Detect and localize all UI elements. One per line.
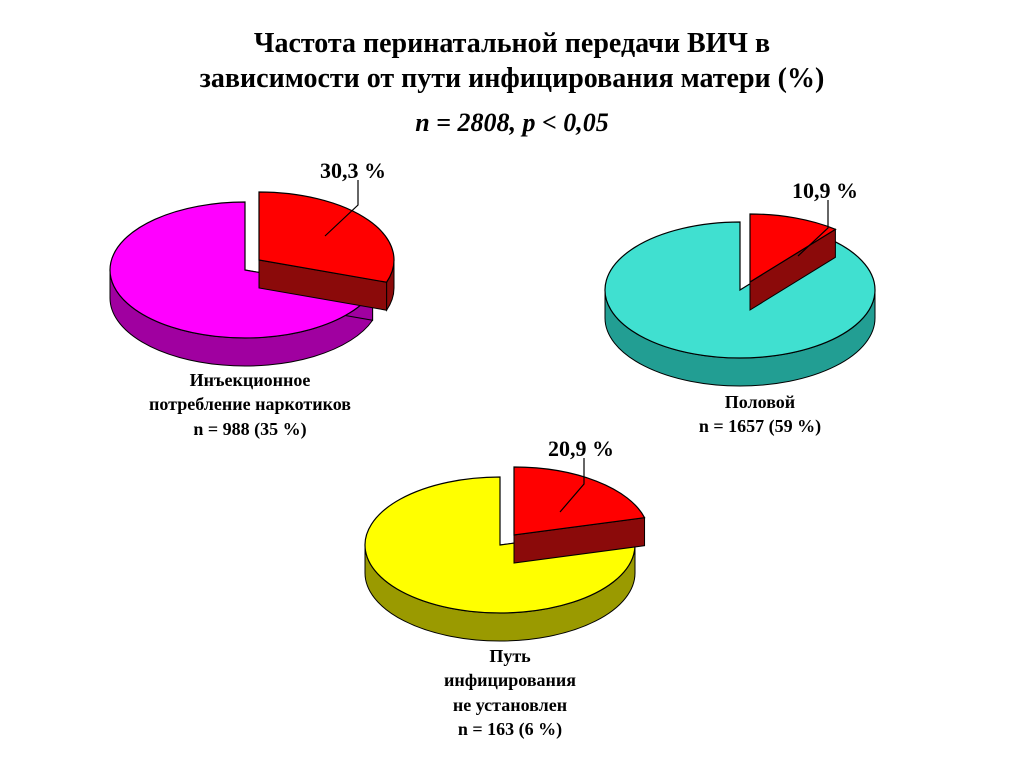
pie1-caption: Инъекционноепотребление наркотиковn = 98… bbox=[110, 368, 390, 441]
pie2-leader-line bbox=[796, 198, 830, 258]
pie2-caption: Половойn = 1657 (59 %) bbox=[660, 390, 860, 439]
pie1-leader-line bbox=[323, 178, 360, 238]
title-line2: зависимости от пути инфицирования матери… bbox=[0, 63, 1024, 95]
subtitle: n = 2808, p < 0,05 bbox=[0, 108, 1024, 138]
pie3-leader-line bbox=[558, 456, 586, 514]
title-line1: Частота перинатальной передачи ВИЧ в bbox=[0, 28, 1024, 60]
pie3-caption: Путьинфицированияне установленn = 163 (6… bbox=[400, 644, 620, 741]
